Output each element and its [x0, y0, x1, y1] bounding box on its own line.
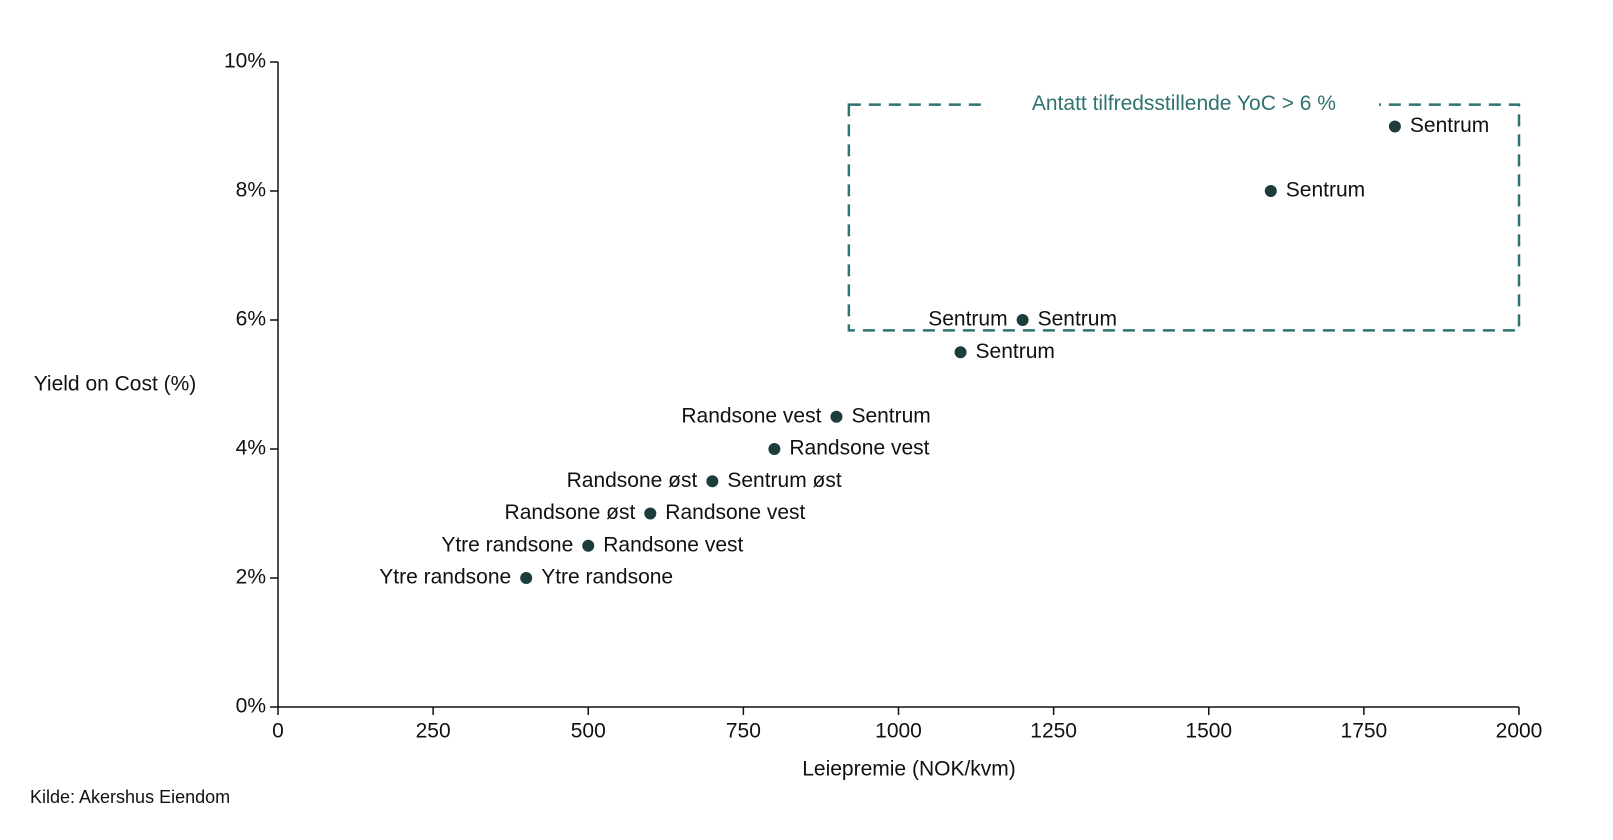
point	[768, 443, 781, 455]
y-tick-label: 10%	[224, 50, 266, 73]
point-label: Sentrum	[976, 340, 1055, 363]
point-label: Randsone øst	[567, 469, 698, 492]
point-label: Sentrum øst	[727, 469, 842, 492]
point	[1388, 120, 1401, 133]
point	[830, 410, 843, 423]
x-tick-label: 750	[726, 720, 761, 743]
x-tick-label: 1250	[1030, 720, 1077, 743]
point-label: Sentrum	[1286, 179, 1365, 202]
x-tick-label: 250	[416, 720, 451, 743]
x-tick-label: 1000	[875, 720, 922, 743]
point-label: Ytre randsone	[379, 566, 511, 589]
x-tick-label: 0	[272, 720, 284, 743]
point-label: Randsone vest	[665, 501, 805, 524]
point	[706, 475, 719, 488]
point-label: Ytre randsone	[541, 566, 673, 589]
y-tick-label: 6%	[236, 308, 266, 331]
y-axis-label: Yield on Cost (%)	[34, 373, 197, 396]
annotation-text: Antatt tilfredsstillende YoC > 6 %	[1032, 92, 1336, 115]
point-label: Sentrum	[851, 404, 930, 427]
point-label: Randsone øst	[505, 501, 636, 524]
point	[954, 346, 967, 359]
annotation-box	[847, 103, 1521, 332]
point-label: Sentrum	[1410, 114, 1489, 137]
x-tick-label: 2000	[1496, 720, 1543, 743]
point-label: Randsone vest	[789, 437, 929, 460]
y-tick-label: 0%	[236, 695, 266, 718]
x-tick-label: 500	[571, 720, 606, 743]
point	[520, 572, 533, 584]
point	[582, 539, 595, 552]
y-tick-label: 2%	[236, 566, 266, 589]
y-tick-label: 4%	[236, 437, 266, 460]
x-tick-label: 1500	[1185, 720, 1232, 743]
x-axis-label: Leiepremie (NOK/kvm)	[802, 758, 1016, 781]
point	[1264, 185, 1277, 197]
point-label: Sentrum	[928, 308, 1007, 331]
point-label: Randsone vest	[681, 404, 821, 427]
point	[1016, 314, 1029, 326]
point-label: Sentrum	[1038, 308, 1117, 331]
y-tick-label: 8%	[236, 179, 266, 202]
x-tick-label: 1750	[1341, 720, 1388, 743]
annotation-backdrop	[988, 90, 1379, 119]
source-note: Kilde: Akershus Eiendom	[30, 787, 230, 807]
point	[644, 507, 657, 520]
point-label: Randsone vest	[603, 533, 743, 556]
point-label: Ytre randsone	[441, 533, 573, 556]
